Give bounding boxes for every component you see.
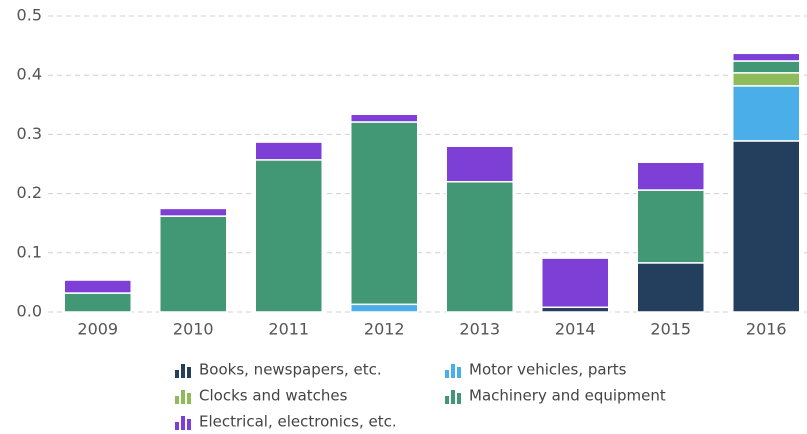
- legend-label: Electrical, electronics, etc.: [199, 413, 397, 431]
- bar-segment: [445, 145, 514, 183]
- legend-icon: [451, 390, 455, 404]
- legend-icon: [175, 396, 179, 404]
- bar-segment: [732, 85, 801, 142]
- legend: Books, newspapers, etc. Motor vehicles, p…: [175, 361, 666, 431]
- legend-label: Motor vehicles, parts: [469, 361, 627, 379]
- bar-segment: [732, 60, 801, 74]
- bar-segment: [636, 262, 705, 313]
- legend-label: Clocks and watches: [199, 387, 348, 405]
- x-tick-label: 2010: [173, 320, 214, 339]
- bar-segment: [254, 141, 323, 161]
- bar-segment: [350, 303, 419, 313]
- legend-icon: [181, 364, 185, 378]
- y-tick-label: 0.5: [17, 6, 42, 25]
- bar-segment: [63, 279, 132, 294]
- bar-segment: [254, 159, 323, 313]
- x-tick-label: 2013: [459, 320, 500, 339]
- bar-segment: [541, 257, 610, 309]
- legend-label: Machinery and equipment: [469, 387, 666, 405]
- bar-segment: [445, 181, 514, 313]
- legend-icon: [451, 364, 455, 378]
- x-tick-label: 2015: [650, 320, 691, 339]
- y-tick-label: 0.1: [17, 242, 42, 261]
- bar-segment: [159, 215, 228, 313]
- x-tick-label: 2012: [364, 320, 405, 339]
- legend-icon: [457, 393, 461, 404]
- y-tick-label: 0.4: [17, 65, 42, 84]
- bar-segment: [350, 121, 419, 306]
- legend-icon: [187, 393, 191, 404]
- legend-icon: [445, 396, 449, 404]
- bar-segment: [63, 292, 132, 313]
- x-tick-label: 2011: [268, 320, 309, 339]
- bar-segment: [159, 207, 228, 217]
- legend-icon: [175, 422, 179, 430]
- legend-icon: [445, 370, 449, 378]
- legend-icon: [187, 419, 191, 430]
- y-tick-label: 0.0: [17, 302, 42, 321]
- y-tick-label: 0.2: [17, 183, 42, 202]
- y-tick-label: 0.3: [17, 124, 42, 143]
- legend-icon: [457, 367, 461, 378]
- x-tick-label: 2014: [555, 320, 596, 339]
- legend-icon: [175, 370, 179, 378]
- x-tick-label: 2016: [746, 320, 787, 339]
- bar-segment: [732, 72, 801, 87]
- legend-icon: [181, 390, 185, 404]
- legend-icon: [181, 416, 185, 430]
- legend-label: Books, newspapers, etc.: [199, 361, 382, 379]
- bar-segment: [732, 52, 801, 62]
- x-tick-label: 2009: [77, 320, 118, 339]
- bar-segment: [350, 113, 419, 123]
- legend-icon: [187, 367, 191, 378]
- bar-segment: [636, 161, 705, 191]
- bar-segment: [636, 189, 705, 264]
- bar-segment: [732, 140, 801, 313]
